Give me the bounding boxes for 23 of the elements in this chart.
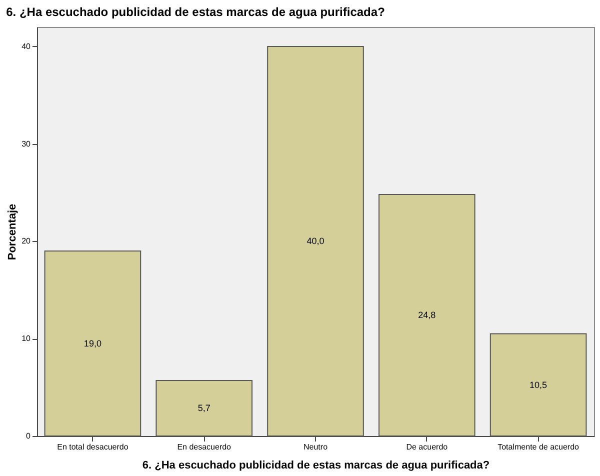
- x-tick-label: Totalmente de acuerdo: [498, 442, 580, 452]
- data-label: 5,7: [198, 403, 210, 414]
- y-tick-label: 40: [22, 42, 32, 51]
- data-label: 24,8: [418, 310, 436, 320]
- bar: [267, 46, 364, 436]
- y-tick-label: 20: [22, 236, 32, 246]
- x-tick-label: Neutro: [303, 442, 328, 452]
- data-label: 40,0: [306, 236, 324, 246]
- data-label: 10,5: [530, 380, 548, 390]
- bar: [490, 333, 587, 436]
- y-tick-label: 10: [22, 334, 32, 344]
- chart-title: 6. ¿Ha escuchado publicidad de estas marcas de agua purificada?: [6, 5, 385, 19]
- bar: [378, 194, 476, 436]
- y-tick-label: 0: [26, 432, 32, 440]
- x-axis-title: 6. ¿Ha escuchado publicidad de estas marcas de agua purificada?: [142, 460, 490, 472]
- bar: [44, 250, 142, 436]
- y-axis-title: Porcentaje: [6, 204, 19, 260]
- x-tick-label: En desacuerdo: [177, 442, 232, 452]
- bar: [156, 380, 252, 436]
- data-label: 19,0: [84, 338, 102, 348]
- x-tick-label: En total desacuerdo: [57, 442, 129, 452]
- y-tick-label: 30: [22, 139, 32, 148]
- x-tick-label: De acuerdo: [406, 442, 448, 452]
